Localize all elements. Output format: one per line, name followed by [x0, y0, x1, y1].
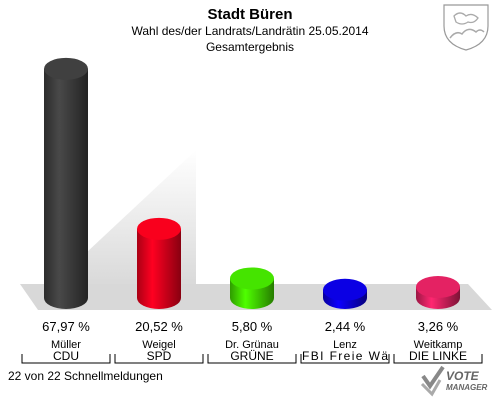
value-label: 2,44 % [325, 319, 366, 334]
vote-check-icon [420, 365, 445, 397]
logo-line2: MANAGER [446, 383, 488, 392]
party-label: DIE LINKE [409, 349, 467, 363]
bar-top [137, 217, 181, 240]
chart-title: Stadt Büren [207, 6, 293, 23]
bar-top [416, 276, 460, 299]
candidate-label: Müller [51, 339, 81, 351]
category-bracket [207, 354, 297, 364]
candidate-label: Weitkamp [414, 339, 463, 351]
value-label: 67,97 % [42, 319, 90, 334]
bar-1 [44, 57, 88, 310]
vote-manager-logo: VOTE MANAGER [420, 364, 498, 398]
party-label: FBI Freie Wä [302, 349, 388, 363]
party-label: CDU [53, 349, 79, 363]
category-bracket [114, 354, 204, 364]
coat-of-arms-icon [443, 4, 489, 51]
logo-line1: VOTE [446, 369, 479, 383]
status-text: 22 von 22 Schnellmeldungen [8, 369, 163, 383]
bar-2 [137, 217, 181, 309]
value-label: 5,80 % [232, 319, 273, 334]
bar-4 [323, 278, 367, 309]
bar-5 [416, 276, 460, 309]
party-label: GRÜNE [230, 349, 273, 363]
bar-top [323, 278, 367, 301]
bar-body [44, 68, 88, 310]
candidate-label: Dr. Grünau [225, 339, 279, 351]
bar-body [137, 228, 181, 309]
value-label: 20,52 % [135, 319, 183, 334]
bar-top [44, 57, 88, 80]
bar-top [230, 267, 274, 290]
bar-3 [230, 267, 274, 309]
chart-subtitle: Wahl des/der Landrats/Landrätin 25.05.20… [131, 24, 369, 38]
candidate-label: Weigel [142, 339, 175, 351]
party-label: SPD [147, 349, 172, 363]
candidate-label: Lenz [333, 339, 357, 351]
chart-subtitle-result: Gesamtergebnis [205, 40, 295, 54]
category-bracket [300, 354, 390, 364]
value-label: 3,26 % [418, 319, 459, 334]
category-bracket [393, 354, 483, 364]
category-bracket [21, 354, 111, 364]
